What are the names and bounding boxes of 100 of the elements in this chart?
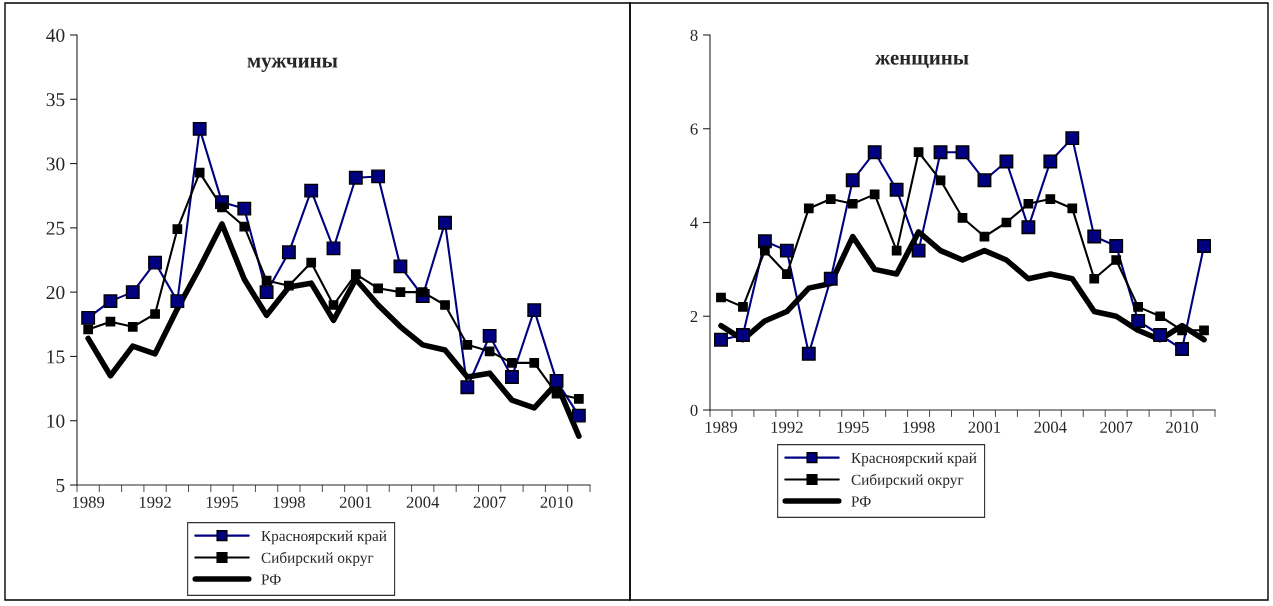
x-tick-label: 2007: [473, 496, 506, 508]
point: [350, 269, 361, 280]
point: [1065, 131, 1080, 146]
y-tick-label: 40: [46, 28, 65, 42]
x-tick-label: 2001: [968, 421, 1001, 433]
point: [326, 241, 341, 256]
point: [781, 269, 792, 279]
text: женщины: [875, 54, 969, 69]
x-tick-label: 2010: [1166, 421, 1199, 433]
point: [504, 370, 519, 384]
y-tick-label: 8: [690, 29, 698, 41]
point: [529, 357, 540, 368]
point: [935, 175, 946, 186]
point: [239, 221, 250, 232]
point: [823, 271, 838, 286]
point: [573, 393, 584, 404]
point: [803, 203, 814, 214]
point: [801, 346, 816, 361]
point: [172, 224, 183, 235]
point: [373, 283, 383, 294]
point: [1109, 238, 1124, 253]
point: [440, 300, 450, 310]
point: [217, 202, 227, 213]
point: [170, 294, 185, 309]
legend-label: РФ: [261, 574, 281, 585]
legend-label: РФ: [851, 496, 871, 507]
x-tick-label: 2004: [406, 496, 440, 508]
point: [417, 287, 428, 298]
y-tick-label: 6: [690, 123, 698, 135]
point: [955, 145, 970, 160]
point: [393, 259, 408, 274]
point: [484, 346, 495, 357]
point: [735, 328, 750, 342]
point: [482, 328, 497, 343]
point: [105, 316, 116, 327]
point: [867, 145, 882, 160]
point: [1111, 255, 1122, 265]
x-tick-label: 2004: [1034, 421, 1067, 433]
x-tick-label: 1992: [771, 421, 803, 433]
text: мужчины: [247, 57, 338, 72]
y-tick-label: 10: [47, 414, 65, 428]
y-tick-label: 15: [47, 350, 65, 364]
x-tick-label: 1989: [705, 421, 737, 433]
x-tick-label: 2001: [339, 496, 372, 508]
point: [716, 292, 726, 303]
point: [913, 147, 924, 158]
x-tick-label: 1989: [72, 496, 105, 508]
point: [549, 373, 564, 388]
point: [507, 357, 517, 368]
y-tick-label: 5: [56, 479, 65, 492]
point: [127, 321, 138, 332]
point: [571, 408, 586, 423]
point: [148, 255, 163, 270]
y-tick-label: 20: [46, 285, 65, 300]
point: [869, 189, 880, 200]
point: [150, 309, 160, 319]
point: [438, 215, 452, 230]
point: [83, 324, 94, 335]
point: [1021, 220, 1036, 235]
point: [1023, 198, 1034, 209]
point: [1089, 273, 1100, 284]
point: [1177, 325, 1187, 336]
point: [1067, 203, 1078, 214]
y-tick-label: 0: [690, 404, 698, 416]
point: [738, 302, 748, 312]
legend-label: Красноярский край: [261, 530, 387, 545]
point: [281, 245, 296, 260]
point: [194, 167, 205, 178]
legend-label: Сибирский округ: [261, 551, 374, 567]
x-tick-label: 1998: [273, 496, 305, 508]
point: [760, 245, 770, 256]
point: [847, 198, 858, 209]
point: [462, 339, 473, 350]
point: [933, 145, 948, 160]
y-tick-label: 35: [46, 93, 65, 107]
y-tick-label: 4: [690, 217, 698, 229]
point: [371, 169, 386, 184]
point: [527, 303, 542, 318]
point: [125, 285, 140, 300]
point: [977, 173, 992, 188]
x-tick-label: 1992: [139, 496, 171, 508]
point: [825, 194, 836, 204]
point: [889, 182, 904, 197]
y-tick-label: 25: [46, 221, 65, 235]
point: [259, 285, 274, 300]
point: [348, 170, 363, 185]
point: [304, 183, 319, 198]
x-tick-label: 1995: [837, 421, 869, 433]
legend-label: Сибирский округ: [851, 473, 964, 489]
point: [306, 257, 317, 268]
point: [1133, 302, 1144, 312]
point: [1155, 311, 1165, 322]
legend-label: Красноярский край: [851, 452, 977, 467]
point: [103, 294, 118, 309]
x-tick-label: 1998: [903, 421, 935, 433]
point: [1087, 229, 1102, 244]
point: [957, 212, 968, 223]
x-tick-label: 2010: [540, 496, 573, 508]
point: [284, 280, 294, 291]
point: [911, 243, 926, 258]
